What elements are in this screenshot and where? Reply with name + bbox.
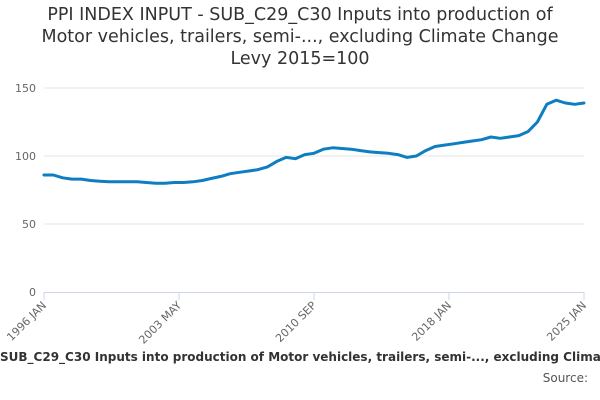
data-point [424, 149, 427, 152]
data-point [173, 181, 176, 184]
data-point [98, 180, 102, 183]
data-point [275, 160, 278, 163]
data-point [471, 139, 474, 143]
data-point [405, 156, 409, 159]
y-tick-label: 100 [15, 150, 36, 163]
y-tick-label: 50 [22, 218, 36, 231]
data-point [368, 150, 372, 154]
data-point [359, 149, 362, 152]
data-point [42, 173, 46, 177]
y-tick-label: 0 [29, 286, 36, 299]
chart-title: PPI INDEX INPUT - SUB_C29_C30 Inputs int… [41, 5, 559, 69]
data-point [489, 135, 493, 139]
data-point [396, 153, 399, 156]
series-line [42, 98, 586, 185]
data-point [461, 141, 465, 144]
data-point [154, 182, 157, 185]
data-point [238, 171, 241, 174]
data-point [415, 154, 418, 158]
x-tick-label: 2010 SEP [273, 299, 319, 345]
data-point [554, 99, 558, 102]
data-point [210, 177, 213, 180]
data-point [378, 151, 381, 154]
data-point [545, 103, 548, 106]
data-point [387, 152, 390, 155]
data-point [303, 153, 306, 156]
data-point [350, 148, 353, 151]
y-tick-label: 150 [15, 82, 36, 95]
data-point [331, 146, 334, 149]
x-axis-ticks: 1996 JAN 2003 MAY 2010 SEP 2018 JAN 2025 JAN [4, 292, 589, 347]
data-point [433, 145, 437, 148]
data-point [266, 165, 269, 169]
data-point [499, 137, 502, 140]
data-point [80, 177, 83, 181]
data-point [201, 179, 204, 182]
data-point [452, 142, 455, 145]
data-point [89, 179, 92, 182]
data-point [443, 143, 446, 147]
x-tick-label: 2018 JAN [409, 299, 454, 344]
y-axis-ticks: 0 50 100 150 [15, 82, 36, 299]
data-point [163, 182, 167, 185]
data-point [294, 157, 297, 160]
data-point [247, 169, 250, 173]
x-tick-label: 2025 JAN [544, 299, 589, 344]
x-tick-label: 1996 JAN [4, 299, 49, 344]
data-point [582, 101, 586, 105]
legend-series-label: SUB_C29_C30 Inputs into production of Mo… [0, 350, 600, 364]
gridlines [44, 87, 584, 225]
data-point [564, 101, 567, 105]
data-point [219, 175, 223, 178]
data-point [508, 135, 511, 139]
data-point [312, 152, 316, 155]
x-tick-label: 2003 MAY [136, 299, 184, 347]
data-point [480, 138, 483, 141]
data-point [536, 120, 539, 124]
legend: SUB_C29_C30 Inputs into production of Mo… [0, 350, 600, 370]
data-point [70, 177, 74, 181]
data-point [52, 173, 55, 177]
data-point [117, 180, 120, 183]
data-point [517, 134, 520, 137]
data-point [229, 172, 232, 175]
data-point [284, 156, 288, 159]
data-point [135, 180, 139, 183]
data-point [573, 103, 576, 106]
data-point [61, 176, 64, 179]
data-point [340, 147, 344, 150]
source-label: Source: [542, 371, 588, 385]
series-layer [42, 98, 586, 185]
data-point [126, 180, 129, 183]
data-point [322, 148, 325, 151]
data-point [145, 181, 148, 184]
data-point [191, 180, 195, 183]
data-point [108, 180, 111, 183]
data-point [182, 181, 185, 184]
data-point [526, 130, 530, 133]
data-point [256, 168, 260, 171]
